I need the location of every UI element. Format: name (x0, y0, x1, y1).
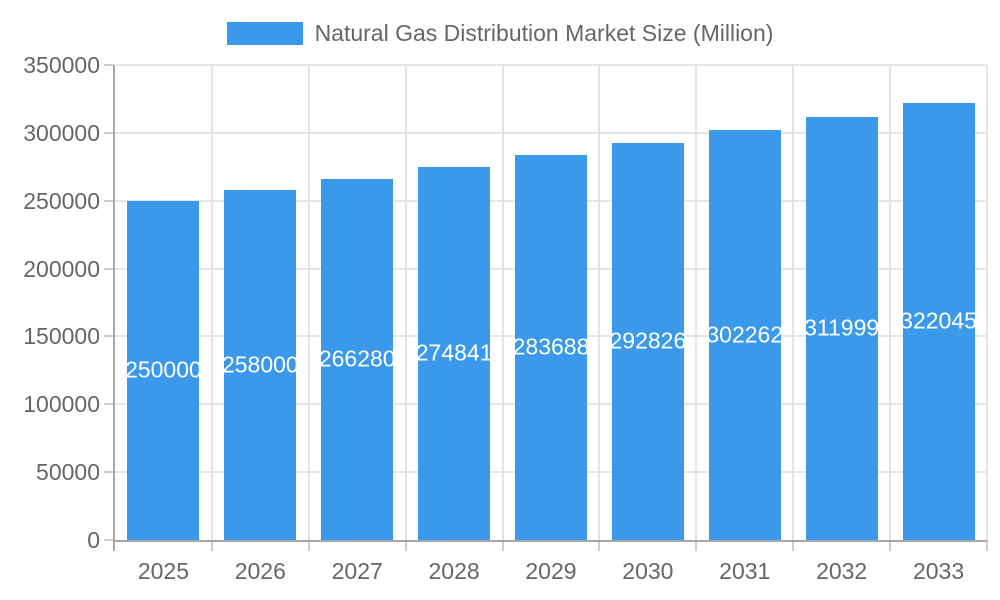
x-gridline (210, 65, 213, 540)
y-tick-label: 0 (87, 527, 100, 553)
bar-value-label: 266280 (318, 345, 396, 372)
y-tick-label: 100000 (23, 391, 100, 418)
x-tick-label: 2026 (234, 558, 286, 584)
y-tick-mark (104, 131, 114, 134)
x-tick-label: 2028 (428, 558, 480, 584)
x-tick-label: 2033 (912, 558, 965, 584)
legend[interactable]: Natural Gas Distribution Market Size (Mi… (0, 20, 1000, 47)
x-gridline (986, 65, 988, 540)
y-tick-mark (104, 267, 114, 270)
bar-2032[interactable]: 311999 (804, 116, 880, 540)
x-tick-mark (501, 540, 504, 551)
x-tick-mark (598, 540, 601, 551)
x-tick-label: 2029 (525, 558, 577, 584)
bar-2026[interactable]: 258000 (221, 189, 299, 540)
bar-value-label: 274841 (415, 339, 493, 366)
bar-2031[interactable]: 302262 (706, 129, 784, 540)
x-gridline (598, 65, 601, 540)
bar-2028[interactable]: 274841 (415, 167, 493, 540)
bar-2033[interactable]: 322045 (900, 102, 977, 540)
y-tick-label: 150000 (23, 323, 100, 350)
bar-2029[interactable]: 283688 (512, 154, 590, 540)
x-gridline (889, 65, 892, 540)
x-tick-label: 2027 (331, 558, 383, 584)
bar-2030[interactable]: 292826 (609, 142, 687, 540)
bar-value-label: 302262 (706, 321, 784, 348)
bar-value-label: 322045 (900, 307, 977, 334)
y-tick-label: 350000 (23, 52, 100, 78)
y-gridline (115, 131, 987, 134)
x-tick-mark (695, 540, 698, 551)
y-tick-label: 250000 (23, 187, 100, 214)
x-tick-label: 2025 (137, 558, 190, 584)
legend-swatch-icon (226, 22, 303, 45)
x-gridline (792, 65, 795, 540)
x-tick-mark (210, 540, 213, 551)
legend-label: Natural Gas Distribution Market Size (Mi… (314, 20, 774, 46)
x-gridline (307, 65, 310, 540)
y-tick-label: 200000 (23, 255, 100, 282)
x-tick-mark (889, 540, 892, 551)
bar-value-label: 258000 (221, 351, 299, 378)
bar-value-label: 311999 (804, 314, 880, 341)
y-gridline (115, 64, 987, 66)
x-tick-mark (792, 540, 795, 551)
x-gridline (501, 65, 504, 540)
bar-value-label: 283688 (512, 333, 590, 360)
bar-2025[interactable]: 250000 (125, 200, 202, 540)
bar-value-label: 292826 (609, 327, 687, 354)
y-tick-mark (104, 471, 114, 474)
y-tick-mark (104, 335, 114, 338)
y-tick-mark (104, 403, 114, 406)
y-axis-line (113, 65, 115, 551)
x-tick-mark (307, 540, 310, 551)
bar-value-label: 250000 (125, 356, 202, 383)
x-tick-label: 2030 (622, 558, 674, 584)
y-tick-mark (104, 199, 114, 202)
x-tick-mark (404, 540, 407, 551)
x-tick-label: 2032 (816, 558, 868, 584)
y-tick-label: 50000 (36, 459, 100, 486)
y-tick-label: 300000 (23, 119, 100, 146)
y-tick-mark (104, 539, 114, 541)
x-axis-line (113, 540, 987, 542)
x-tick-label: 2031 (719, 558, 771, 584)
bar-2027[interactable]: 266280 (318, 178, 396, 540)
x-gridline (695, 65, 698, 540)
y-tick-mark (104, 64, 114, 66)
x-gridline (404, 65, 407, 540)
x-tick-mark (986, 540, 988, 551)
